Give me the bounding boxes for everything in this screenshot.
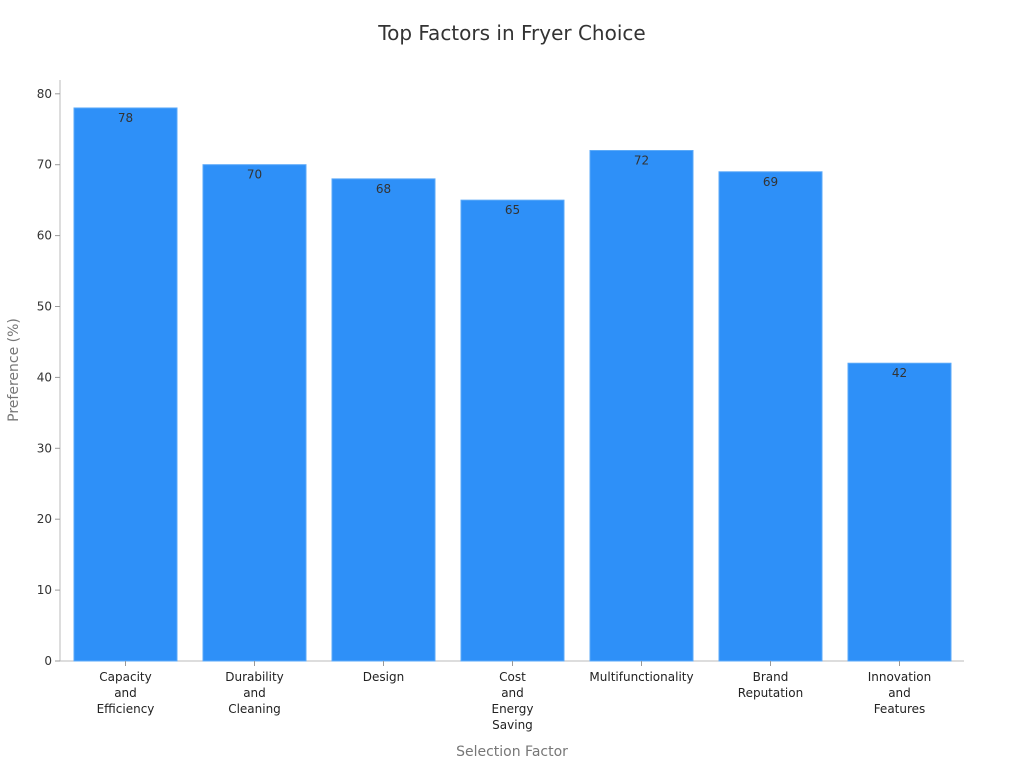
x-axis-title: Selection Factor — [456, 744, 568, 760]
data-label: 69 — [763, 175, 778, 189]
y-tick-label: 10 — [37, 583, 52, 597]
x-tick-label: Multifunctionality — [589, 670, 693, 684]
x-tick-label: Cost and Energy Saving — [491, 670, 533, 732]
bar — [460, 199, 565, 662]
x-tick-label: Capacity and Efficiency — [97, 670, 155, 716]
bar — [718, 171, 823, 662]
bar — [847, 362, 952, 662]
y-axis-ticks: 0 10 20 30 40 50 60 70 80 — [37, 87, 60, 668]
y-tick-label: 80 — [37, 87, 52, 101]
x-tick-label: Brand Reputation — [738, 670, 803, 700]
x-tick-label: Design — [363, 670, 404, 684]
data-label: 78 — [118, 111, 133, 125]
y-tick-label: 20 — [37, 512, 52, 526]
bar — [589, 150, 694, 662]
data-label: 70 — [247, 168, 262, 182]
y-tick-label: 60 — [37, 229, 52, 243]
y-tick-label: 40 — [37, 370, 52, 384]
bar — [202, 164, 307, 662]
y-axis-title: Preference (%) — [6, 318, 22, 422]
bar — [73, 107, 178, 662]
y-tick-label: 30 — [37, 441, 52, 455]
y-tick-label: 50 — [37, 300, 52, 314]
data-label: 42 — [892, 366, 907, 380]
y-tick-label: 70 — [37, 158, 52, 172]
data-label: 65 — [505, 203, 520, 217]
x-axis-labels: Capacity and Efficiency Durability and Cleani… — [97, 661, 932, 732]
data-label: 72 — [634, 154, 649, 168]
x-tick-label: Durability and Cleaning — [225, 670, 284, 716]
bar — [331, 178, 436, 662]
bars-group: 78 70 68 65 72 69 42 — [73, 107, 952, 662]
x-tick-label: Innovation and Features — [868, 670, 932, 716]
y-tick-label: 0 — [44, 654, 52, 668]
chart-title: Top Factors in Fryer Choice — [377, 21, 645, 45]
data-label: 68 — [376, 182, 391, 196]
